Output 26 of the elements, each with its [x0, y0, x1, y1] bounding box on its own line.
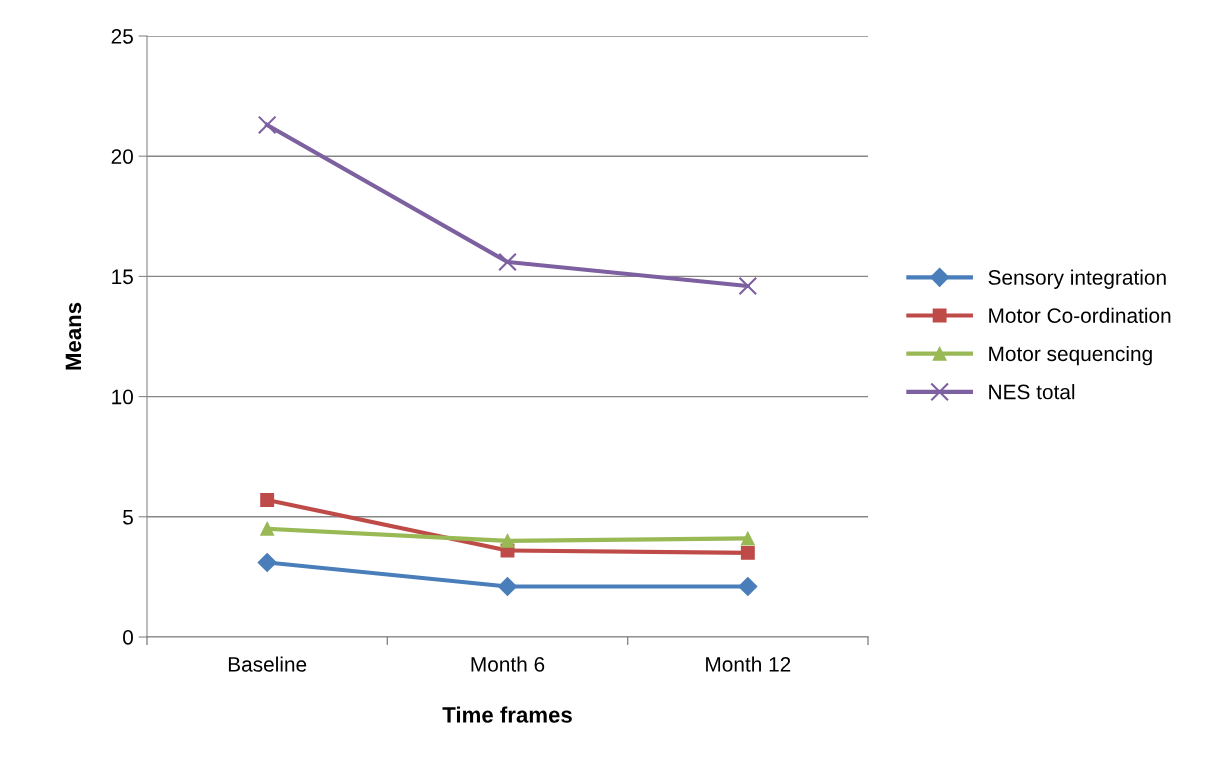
y-axis-title: Means — [65, 302, 82, 370]
y-tick-label: 5 — [123, 510, 133, 525]
point — [260, 521, 275, 536]
legend-label: Sensory integration — [988, 269, 1166, 289]
y-tick-label: 15 — [112, 269, 133, 285]
y-tick-label: 25 — [111, 29, 133, 44]
legend-label: Motor Co-ordination — [989, 307, 1171, 324]
point — [740, 531, 755, 546]
point — [257, 115, 277, 135]
x-tick-label: Month 6 — [471, 656, 545, 672]
x-axis-title: Time frames — [442, 706, 572, 723]
x-tick-label: Baseline — [228, 656, 307, 672]
point — [740, 545, 755, 560]
point — [500, 533, 515, 548]
y-tick-label: 10 — [112, 389, 133, 405]
point — [497, 576, 518, 597]
point — [257, 552, 277, 573]
point — [498, 252, 517, 272]
point — [738, 276, 758, 296]
legend-label: Motor sequencing — [989, 345, 1152, 366]
legend-label: NES total — [989, 384, 1075, 400]
y-tick-label: 20 — [111, 149, 133, 164]
x-tick-label: Month 12 — [706, 656, 791, 672]
point — [260, 493, 275, 507]
point — [738, 576, 758, 597]
y-tick-label: 0 — [123, 630, 133, 645]
